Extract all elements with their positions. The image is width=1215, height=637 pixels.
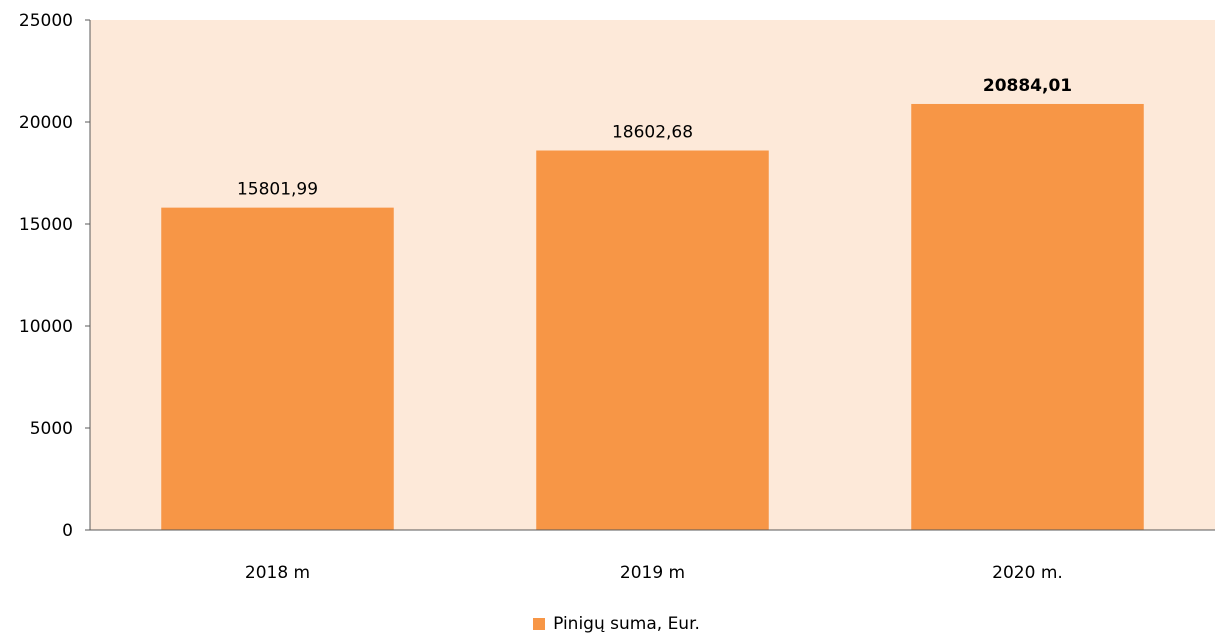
x-axis: 2018 m 2019 m 2020 m. bbox=[245, 563, 1063, 583]
legend: Pinigų suma, Eur. bbox=[0, 612, 1215, 636]
y-tick-label: 0 bbox=[62, 521, 73, 541]
x-tick-label: 2018 m bbox=[245, 563, 310, 583]
y-tick-label: 5000 bbox=[30, 419, 73, 439]
y-axis: 0 5000 10000 15000 20000 25000 bbox=[19, 11, 91, 541]
legend-swatch bbox=[533, 618, 546, 630]
bar bbox=[536, 150, 769, 531]
x-tick-label: 2020 m. bbox=[992, 563, 1063, 583]
data-label: 18602,68 bbox=[612, 123, 693, 143]
data-label: 15801,99 bbox=[237, 180, 318, 200]
bar bbox=[161, 207, 394, 530]
bars: 15801,99 18602,68 20884,01 bbox=[161, 76, 1144, 531]
y-tick-label: 10000 bbox=[19, 317, 73, 337]
bar bbox=[911, 103, 1144, 531]
bar-chart: 0 5000 10000 15000 20000 25000 15801,99 18602,… bbox=[19, 11, 1215, 583]
data-label: 20884,01 bbox=[983, 76, 1072, 96]
y-tick-label: 25000 bbox=[19, 11, 73, 31]
legend-label: Pinigų suma, Eur. bbox=[553, 614, 700, 634]
x-tick-label: 2019 m bbox=[620, 563, 685, 583]
y-tick-label: 20000 bbox=[19, 113, 73, 133]
y-tick-label: 15000 bbox=[19, 215, 73, 235]
